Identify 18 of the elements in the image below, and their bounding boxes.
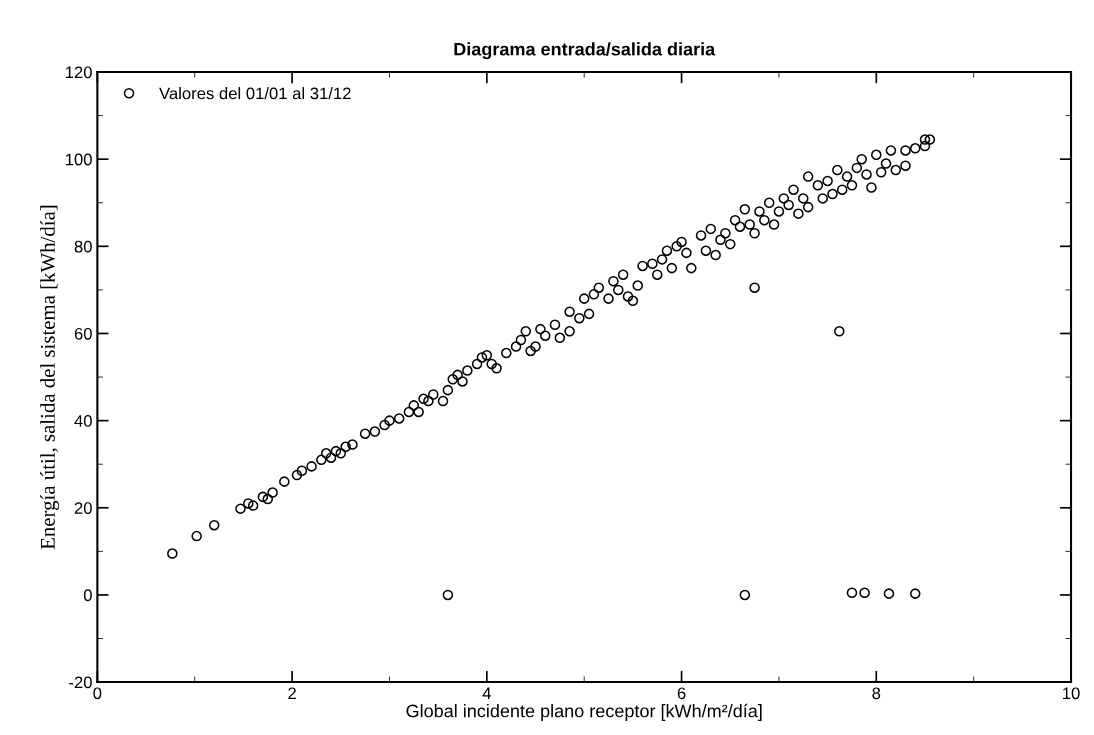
chart-title: Diagrama entrada/salida diaria [454,42,716,60]
x-tick-label: 8 [872,687,881,700]
y-axis-title: Energía útil, salida del sistema [kWh/día] [40,205,60,550]
x-axis-title: Global incidente plano receptor [kWh/m²/día] [406,703,762,721]
y-tick-label: 40 [74,415,92,427]
x-tick-label: 6 [677,687,686,700]
y-tick-label: 100 [65,153,92,166]
x-tick-label: 0 [93,687,102,700]
x-tick-label: 10 [1063,687,1080,700]
y-tick-label: 20 [74,502,92,514]
y-tick-label: 120 [65,66,92,79]
y-tick-label: -20 [69,676,92,689]
x-tick-label: 4 [482,687,491,700]
legend-label: Valores del 01/01 al 31/12 [159,87,351,100]
y-tick-label: 80 [74,240,92,253]
y-tick-label: 60 [74,327,92,340]
y-tick-label: 0 [83,589,92,602]
x-tick-label: 2 [288,687,296,700]
